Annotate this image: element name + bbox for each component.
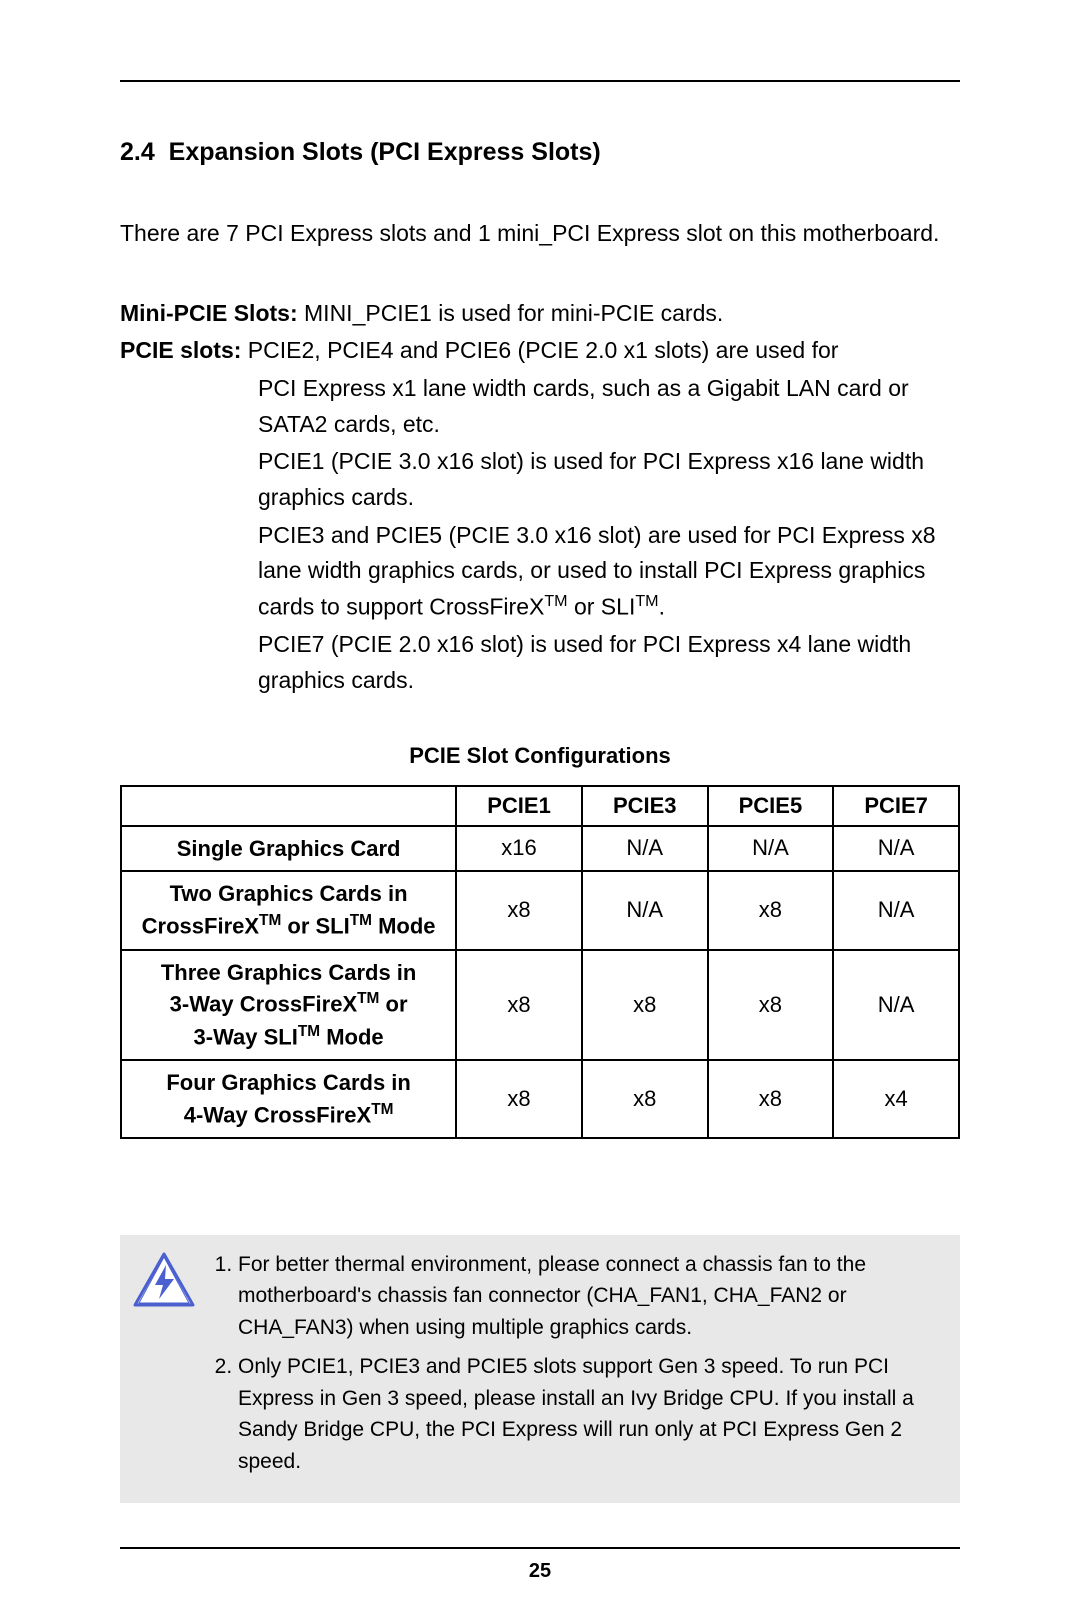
table-cell: x8 <box>708 950 834 1060</box>
row-label: Single Graphics Card <box>121 826 456 872</box>
pcie-detail-line: PCIE3 and PCIE5 (PCIE 3.0 x16 slot) are … <box>258 518 960 626</box>
mini-pcie-label: Mini-PCIE Slots: <box>120 300 298 326</box>
top-rule <box>120 80 960 82</box>
warning-bolt-icon <box>132 1251 196 1309</box>
table-header-row: PCIE1 PCIE3 PCIE5 PCIE7 <box>121 786 959 826</box>
table-header-cell: PCIE3 <box>582 786 708 826</box>
mini-pcie-line: Mini-PCIE Slots: MINI_PCIE1 is used for … <box>120 296 960 332</box>
table-row: Three Graphics Cards in3-Way CrossFireXT… <box>121 950 959 1060</box>
table-cell: x8 <box>456 1060 582 1138</box>
table-cell: N/A <box>833 871 959 949</box>
intro-paragraph: There are 7 PCI Express slots and 1 mini… <box>120 215 960 252</box>
table-row: Single Graphics Card x16 N/A N/A N/A <box>121 826 959 872</box>
section-number: 2.4 <box>120 138 155 166</box>
table-cell: N/A <box>582 871 708 949</box>
table-cell: x8 <box>708 1060 834 1138</box>
table-cell: N/A <box>833 950 959 1060</box>
notes-box: For better thermal environment, please c… <box>120 1235 960 1504</box>
row-label: Four Graphics Cards in4-Way CrossFireXTM <box>121 1060 456 1138</box>
table-cell: x8 <box>456 871 582 949</box>
table-row: Two Graphics Cards inCrossFireXTM or SLI… <box>121 871 959 949</box>
pcie-slots-lead-text: PCIE2, PCIE4 and PCIE6 (PCIE 2.0 x1 slot… <box>241 337 838 363</box>
mini-pcie-text: MINI_PCIE1 is used for mini-PCIE cards. <box>298 300 724 326</box>
row-label: Three Graphics Cards in3-Way CrossFireXT… <box>121 950 456 1060</box>
table-cell: N/A <box>582 826 708 872</box>
table-cell: N/A <box>708 826 834 872</box>
note-item: For better thermal environment, please c… <box>238 1249 942 1344</box>
pcie-slots-lead: PCIE slots: PCIE2, PCIE4 and PCIE6 (PCIE… <box>120 333 960 369</box>
table-cell: x8 <box>708 871 834 949</box>
document-page: 2.4 Expansion Slots (PCI Express Slots) … <box>0 0 1080 1619</box>
pcie-detail-line: PCI Express x1 lane width cards, such as… <box>258 371 960 442</box>
table-cell: x16 <box>456 826 582 872</box>
table-header-cell: PCIE1 <box>456 786 582 826</box>
bottom-rule <box>120 1547 960 1549</box>
table-cell: x8 <box>456 950 582 1060</box>
pcie-slots-details: PCI Express x1 lane width cards, such as… <box>120 371 960 698</box>
table-header-cell <box>121 786 456 826</box>
pcie-detail-line: PCIE1 (PCIE 3.0 x16 slot) is used for PC… <box>258 444 960 515</box>
pcie-config-table: PCIE1 PCIE3 PCIE5 PCIE7 Single Graphics … <box>120 785 960 1139</box>
section-title-text: Expansion Slots (PCI Express Slots) <box>169 138 601 166</box>
table-cell: x8 <box>582 950 708 1060</box>
table-row: Four Graphics Cards in4-Way CrossFireXTM… <box>121 1060 959 1138</box>
table-cell: x8 <box>582 1060 708 1138</box>
pcie-slots-label: PCIE slots: <box>120 337 241 363</box>
page-number: 25 <box>0 1560 1080 1583</box>
table-header-cell: PCIE7 <box>833 786 959 826</box>
notes-text: For better thermal environment, please c… <box>214 1249 942 1486</box>
table-cell: N/A <box>833 826 959 872</box>
section-heading: 2.4 Expansion Slots (PCI Express Slots) <box>120 138 960 167</box>
row-label: Two Graphics Cards inCrossFireXTM or SLI… <box>121 871 456 949</box>
pcie-detail-line: PCIE7 (PCIE 2.0 x16 slot) is used for PC… <box>258 627 960 698</box>
slot-description-block: Mini-PCIE Slots: MINI_PCIE1 is used for … <box>120 296 960 699</box>
table-cell: x4 <box>833 1060 959 1138</box>
table-header-cell: PCIE5 <box>708 786 834 826</box>
table-title: PCIE Slot Configurations <box>120 743 960 769</box>
note-item: Only PCIE1, PCIE3 and PCIE5 slots suppor… <box>238 1351 942 1477</box>
